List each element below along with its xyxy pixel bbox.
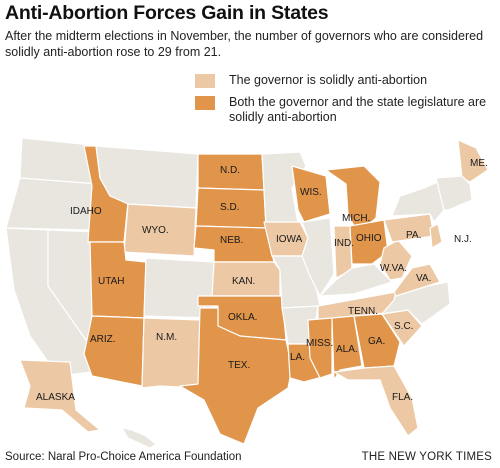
legend-item-governor-and-legislature: Both the governor and the state legislat… — [195, 94, 495, 128]
state-label-fl: FLA. — [392, 392, 413, 403]
source-note: Source: Naral Pro-Choice America Foundat… — [5, 451, 242, 463]
state-shapes — [5, 137, 489, 449]
map-title: Anti-Abortion Forces Gain in States — [5, 2, 329, 24]
legend: The governor is solidly anti-abortion Bo… — [195, 72, 495, 128]
state-label-al: ALA. — [336, 344, 358, 355]
state-label-nm: N.M. — [156, 332, 177, 343]
state-label-nj: N.J. — [454, 234, 472, 245]
legend-swatch-governor-only — [195, 74, 215, 88]
state-label-pa: PA. — [406, 230, 421, 241]
state-label-ga: GA. — [368, 336, 385, 347]
state-label-ut: UTAH — [98, 276, 124, 287]
state-il — [301, 217, 335, 297]
state-label-wy: WYO. — [142, 225, 169, 236]
state-wi — [291, 165, 331, 223]
state-tx — [179, 307, 293, 445]
state-label-va: VA. — [416, 273, 431, 284]
state-label-nd: N.D. — [220, 165, 240, 176]
state-label-wi: WIS. — [300, 187, 322, 198]
map-subtitle: After the midterm elections in November,… — [5, 29, 484, 59]
legend-label-governor-and-legislature: Both the governor and the state legislat… — [229, 95, 487, 124]
state-oh — [349, 219, 389, 265]
state-label-ne: NEB. — [220, 235, 243, 246]
state-wy — [123, 203, 197, 257]
state-hi — [121, 427, 157, 449]
state-az — [83, 315, 145, 387]
state-label-wv: W.VA. — [380, 263, 407, 274]
state-label-sd: S.D. — [220, 202, 239, 213]
state-ks — [211, 261, 281, 297]
state-or — [5, 177, 99, 231]
state-ky — [319, 263, 393, 297]
state-label-ks: KAN. — [232, 276, 255, 287]
credit-line: THE NEW YORK TIMES — [361, 451, 492, 463]
state-label-az: ARIZ. — [90, 334, 116, 345]
state-label-ok: OKLA. — [228, 312, 257, 323]
state-label-la: LA. — [290, 352, 305, 363]
state-label-ak: ALASKA — [36, 392, 75, 403]
state-label-in: IND. — [334, 238, 354, 249]
state-ga — [353, 313, 401, 369]
state-al — [331, 315, 363, 381]
state-new-england — [435, 175, 473, 211]
legend-item-governor-only: The governor is solidly anti-abortion — [195, 72, 495, 94]
state-me — [457, 139, 489, 183]
state-nm — [141, 317, 201, 389]
state-label-ia: IOWA — [276, 234, 303, 245]
state-nj — [429, 223, 443, 249]
state-label-oh: OHIO — [356, 233, 382, 244]
state-label-me: ME. — [470, 158, 488, 169]
state-label-mi: MICH. — [342, 213, 370, 224]
state-labels: IDAHO WYO. UTAH ARIZ. N.M. N.D. S.D. NEB… — [36, 158, 488, 403]
state-ak — [19, 359, 101, 433]
state-label-tn: TENN. — [348, 306, 378, 317]
state-va — [393, 263, 441, 297]
state-label-id: IDAHO — [70, 206, 102, 217]
state-ms — [307, 317, 333, 379]
legend-label-governor-only: The governor is solidly anti-abortion — [229, 73, 428, 87]
state-label-sc: S.C. — [394, 321, 413, 332]
legend-swatch-governor-and-legislature — [195, 96, 215, 110]
state-label-ms: MISS. — [306, 338, 333, 349]
state-fl — [333, 365, 419, 437]
state-label-tx: TEX. — [228, 360, 250, 371]
us-map: IDAHO WYO. UTAH ARIZ. N.M. N.D. S.D. NEB… — [5, 137, 489, 449]
